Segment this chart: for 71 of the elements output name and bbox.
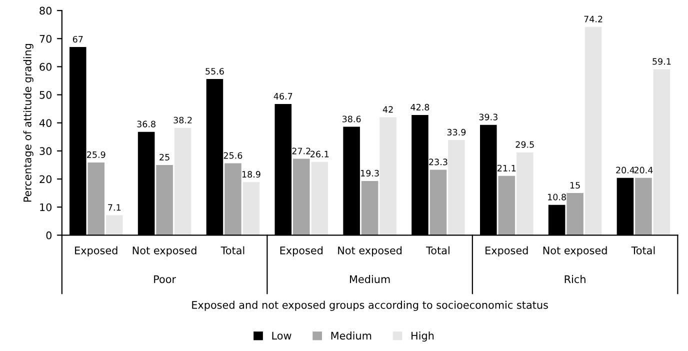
x-tick-label: Not exposed (338, 246, 402, 256)
bar (566, 193, 584, 236)
x-tick-label: Exposed (280, 246, 323, 256)
y-tick-label: 70 (40, 34, 52, 43)
data-label: 38.6 (342, 116, 361, 122)
data-label: 23.3 (429, 158, 448, 166)
bar (380, 117, 396, 236)
bar (311, 162, 328, 236)
bar (242, 182, 260, 236)
bar (448, 140, 465, 236)
data-label: 21.1 (498, 164, 516, 172)
y-tick-label: 50 (40, 90, 52, 99)
data-label: 25 (160, 154, 170, 160)
data-label: 38.2 (174, 116, 192, 124)
data-label: 42 (382, 106, 393, 113)
data-label: 18.9 (242, 171, 260, 178)
data-label: 26.1 (310, 150, 329, 158)
data-label: 39.3 (479, 114, 498, 120)
data-label: 20.4 (634, 166, 653, 174)
data-label: 19.3 (361, 170, 379, 177)
data-label: 15 (570, 182, 580, 189)
data-label: 27.2 (292, 148, 310, 154)
x-tick-label: Exposed (486, 246, 528, 256)
y-tick-label: 10 (40, 203, 52, 212)
bar (430, 170, 447, 236)
y-axis-title: Percentage of attitude grading (23, 44, 34, 202)
legend-label: Low (272, 332, 292, 340)
bar (156, 164, 173, 236)
legend-label: High (412, 332, 434, 342)
y-tick-label: 0 (46, 231, 52, 240)
data-label: 7.1 (108, 204, 121, 211)
data-label: 33.9 (447, 128, 466, 136)
bar (174, 128, 192, 236)
data-label: 29.5 (516, 141, 534, 148)
y-tick-label: 20 (40, 175, 52, 184)
data-label: 46.7 (274, 92, 292, 100)
x-tick-label: Total (426, 246, 450, 254)
data-label: 42.8 (410, 104, 430, 111)
bar (635, 178, 652, 236)
x-tick-label: Not exposed (543, 246, 607, 256)
bar (516, 152, 534, 236)
x-tick-label: Total (631, 246, 655, 254)
y-tick-label: 60 (40, 62, 52, 71)
bar (653, 69, 670, 236)
y-tick-label: 30 (40, 147, 52, 156)
legend-label: Medium (331, 332, 372, 340)
data-label: 25.9 (87, 151, 106, 158)
data-label: 25.6 (224, 152, 242, 159)
text: Rich (564, 275, 586, 284)
x-axis-title: Exposed and not exposed groups according to socioeconomic status (192, 300, 548, 311)
x-tick-label: Total (220, 246, 244, 254)
y-tick-label: 40 (39, 119, 52, 127)
data-label: 20.4 (616, 166, 634, 174)
text: Poor (154, 275, 176, 284)
bar (224, 163, 242, 236)
data-label: 55.6 (206, 68, 224, 75)
bar (292, 158, 310, 236)
data-label: 36.8 (137, 120, 156, 128)
data-label: 67 (72, 36, 83, 43)
bar (88, 162, 105, 236)
bar (361, 180, 378, 236)
bar (584, 26, 602, 236)
x-tick-label: Not exposed (132, 246, 196, 256)
data-label: 10.8 (548, 194, 566, 200)
data-label: 59.1 (652, 58, 671, 65)
bar (498, 176, 516, 236)
data-label: 74.2 (584, 16, 602, 22)
bar (106, 215, 123, 236)
text: Medium (350, 275, 390, 284)
y-tick-label: 80 (40, 6, 52, 15)
x-tick-label: Exposed (75, 246, 118, 256)
